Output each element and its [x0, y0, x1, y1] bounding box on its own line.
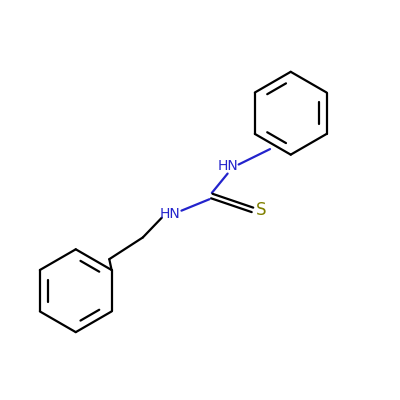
Text: HN: HN: [217, 160, 238, 174]
Text: S: S: [256, 201, 266, 219]
Text: HN: HN: [160, 207, 181, 221]
